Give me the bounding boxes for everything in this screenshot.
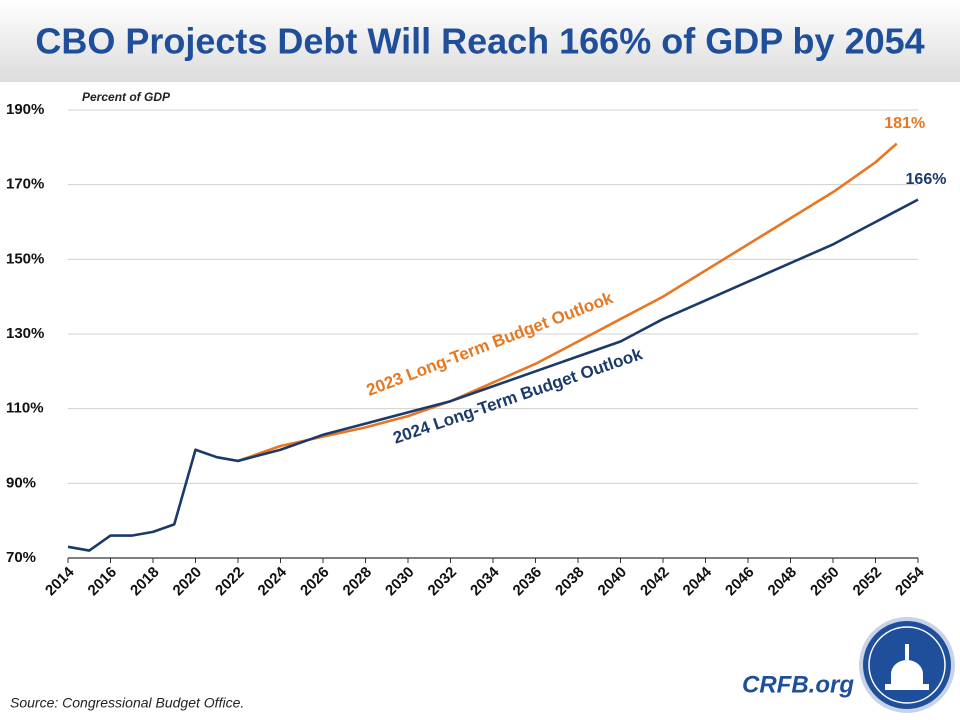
x-tick-label: 2054 bbox=[892, 563, 928, 599]
x-tick-label: 2028 bbox=[340, 564, 376, 600]
logo bbox=[859, 617, 955, 713]
x-tick-label: 2050 bbox=[807, 564, 843, 600]
x-tick-label: 2032 bbox=[425, 564, 461, 600]
x-tick-label: 2016 bbox=[85, 564, 121, 600]
x-tick-label: 2014 bbox=[42, 563, 78, 599]
x-tick-label: 2052 bbox=[850, 564, 886, 600]
series-line bbox=[237, 142, 898, 463]
chart-title: CBO Projects Debt Will Reach 166% of GDP… bbox=[35, 21, 924, 62]
x-tick-label: 2038 bbox=[552, 564, 588, 600]
x-tick-label: 2020 bbox=[170, 564, 206, 600]
y-tick-label: 90% bbox=[6, 474, 36, 491]
y-tick-label: 110% bbox=[6, 400, 44, 417]
y-axis-label: Percent of GDP bbox=[82, 90, 171, 104]
y-tick-label: 170% bbox=[6, 176, 44, 193]
end-label: 166% bbox=[906, 171, 947, 188]
x-tick-label: 2044 bbox=[680, 563, 716, 599]
title-band bbox=[0, 0, 960, 82]
x-tick-label: 2042 bbox=[637, 564, 673, 600]
x-tick-label: 2026 bbox=[297, 564, 333, 600]
y-tick-label: 150% bbox=[6, 250, 44, 267]
x-tick-label: 2048 bbox=[765, 564, 801, 600]
x-tick-label: 2022 bbox=[212, 564, 248, 600]
source: Source: Congressional Budget Office. bbox=[10, 695, 244, 711]
x-tick-label: 2036 bbox=[510, 564, 546, 600]
y-tick-label: 190% bbox=[6, 101, 44, 118]
x-tick-label: 2040 bbox=[595, 564, 631, 600]
x-tick-label: 2018 bbox=[127, 564, 163, 600]
end-label: 181% bbox=[884, 115, 925, 132]
y-tick-label: 130% bbox=[6, 325, 44, 342]
x-tick-label: 2034 bbox=[467, 563, 503, 599]
series-line bbox=[67, 198, 919, 552]
x-tick-label: 2030 bbox=[382, 564, 418, 600]
y-tick-label: 70% bbox=[6, 549, 36, 566]
x-tick-label: 2046 bbox=[722, 564, 758, 600]
x-tick-label: 2024 bbox=[255, 563, 291, 599]
brand: CRFB.org bbox=[742, 671, 854, 698]
